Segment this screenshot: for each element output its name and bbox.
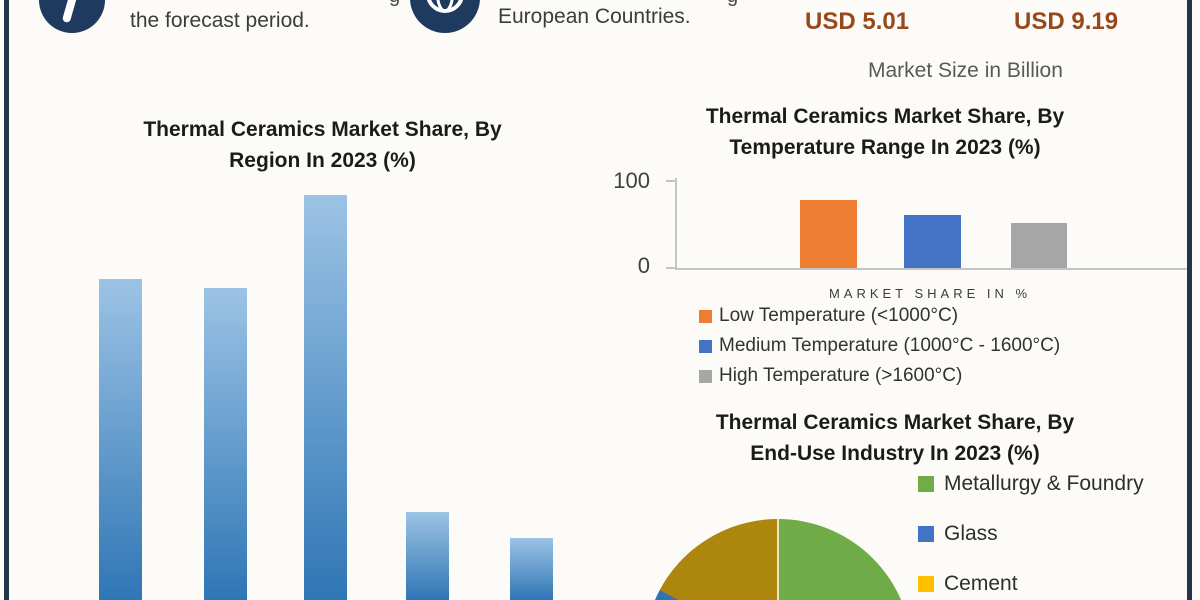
legend-swatch [699, 369, 712, 383]
legend-row: Metallurgy & Foundry [918, 471, 1144, 497]
market-size-start-value: USD 5.01 [805, 8, 910, 35]
legend-row: Low Temperature (<1000°C) [699, 301, 1060, 331]
enduse-chart-title: Thermal Ceramics Market Share, By End-Us… [660, 407, 1130, 469]
left-frame-border [4, 0, 9, 600]
globe-icon [410, 0, 480, 33]
region-bar [304, 195, 347, 600]
legend-row: Medium Temperature (1000°C - 1600°C) [699, 331, 1060, 361]
temperature-chart-legend: Low Temperature (<1000°C) Medium Temperat… [699, 301, 1060, 391]
temperature-chart-title-line2: Temperature Range In 2023 (%) [729, 136, 1041, 159]
region-bar [406, 512, 449, 600]
right-frame-border [1187, 0, 1192, 600]
legend-label: Metallurgy & Foundry [944, 472, 1144, 495]
region-chart-title: Thermal Ceramics Market Share, By Region… [85, 114, 560, 176]
market-size-end-value: USD 9.19 [1014, 8, 1119, 35]
x-axis-label: MARKET SHARE IN % [828, 286, 1032, 301]
market-size-caption: Market Size in Billion [868, 59, 1063, 82]
enduse-chart-title-line2: End-Use Industry In 2023 (%) [750, 442, 1040, 465]
legend-row: Cement [918, 571, 1144, 597]
legend-label: Low Temperature (<1000°C) [719, 305, 959, 326]
legend-swatch [918, 476, 934, 492]
legend-swatch [699, 339, 712, 353]
legend-swatch [918, 576, 934, 592]
region-chart-title-line1: Thermal Ceramics Market Share, By [143, 118, 502, 141]
enduse-pie-chart [644, 519, 912, 600]
y-axis-line [675, 178, 677, 269]
y-axis-min-label: 0 [637, 253, 650, 278]
y-axis-tick-100 [666, 180, 675, 182]
highlight-text-countries: European Countries. [498, 5, 691, 28]
cropped-text-fragment: g [389, 0, 400, 8]
highlight-text-forecast: the forecast period. [130, 9, 310, 32]
enduse-chart-legend: Metallurgy & Foundry Glass Cement [918, 471, 1144, 600]
temperature-chart-title: Thermal Ceramics Market Share, By Temper… [655, 101, 1115, 163]
x-axis-baseline [675, 268, 1187, 270]
legend-label: Medium Temperature (1000°C - 1600°C) [719, 335, 1061, 356]
legend-row: Glass [918, 521, 1144, 547]
legend-label: Cement [944, 572, 1018, 595]
temperature-bar [904, 215, 961, 268]
region-bar [510, 538, 553, 600]
cropped-text-fragment: g [727, 0, 738, 8]
y-axis-max-label: 100 [613, 168, 650, 193]
legend-row: High Temperature (>1600°C) [699, 361, 1060, 391]
y-axis-tick-0 [666, 267, 675, 269]
growth-trend-icon [39, 0, 105, 33]
region-chart-title-line2: Region In 2023 (%) [229, 149, 416, 172]
temperature-bar [800, 200, 857, 268]
temperature-chart-title-line1: Thermal Ceramics Market Share, By [705, 105, 1065, 128]
legend-swatch [918, 526, 934, 542]
region-bar [204, 288, 247, 600]
region-bar [99, 279, 142, 600]
legend-label: High Temperature (>1600°C) [719, 365, 963, 386]
pie-slice-divider [777, 519, 779, 600]
temperature-bar [1011, 223, 1067, 268]
legend-swatch [699, 309, 712, 323]
legend-label: Glass [944, 522, 998, 545]
enduse-chart-title-line1: Thermal Ceramics Market Share, By [715, 411, 1075, 434]
